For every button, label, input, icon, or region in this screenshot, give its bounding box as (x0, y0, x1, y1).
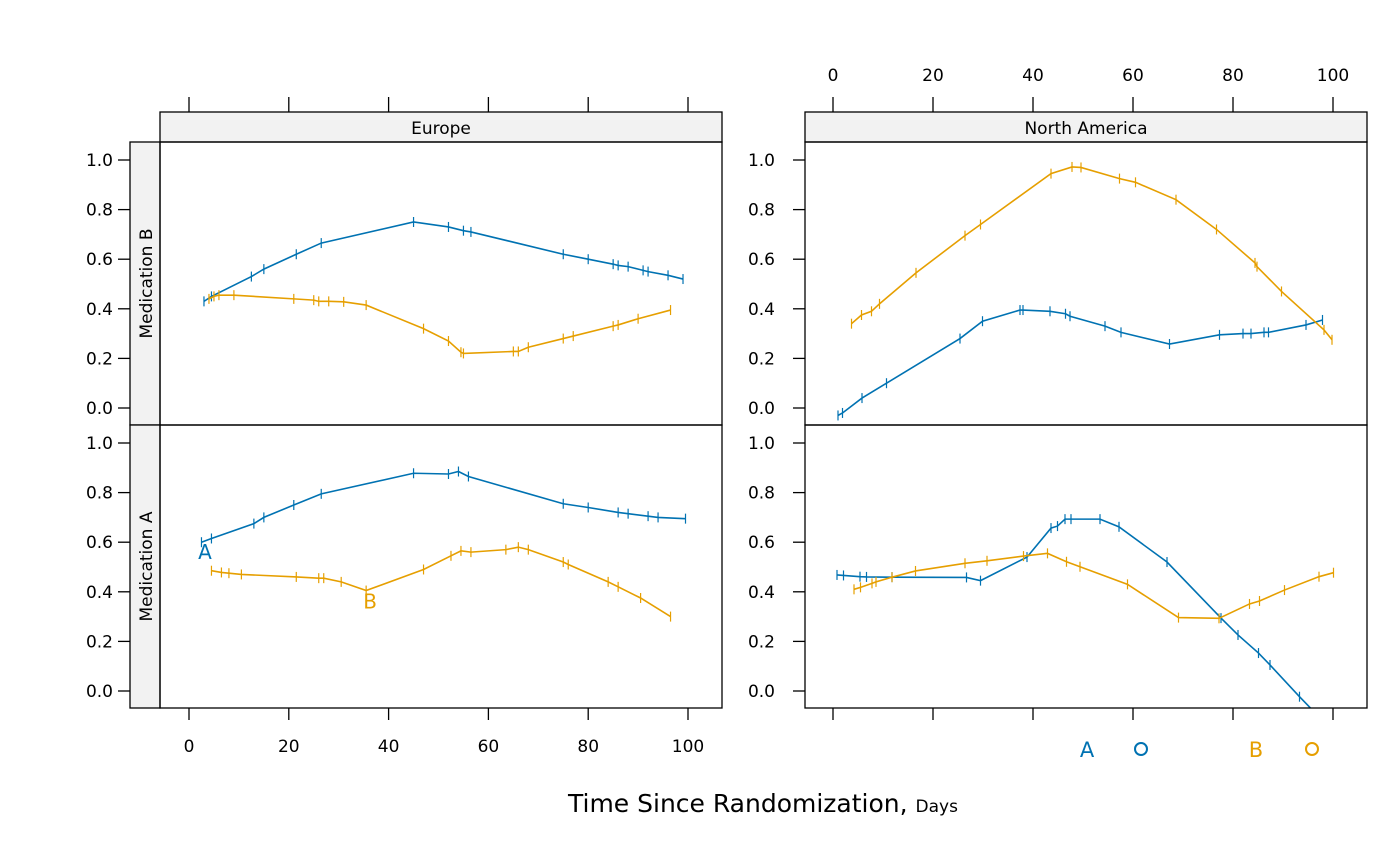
column-strip-label: Europe (411, 119, 471, 139)
legend-symbol-circle-icon (1305, 742, 1319, 756)
y-tick-label: 1.0 (748, 434, 775, 454)
panel-border (804, 424, 1368, 709)
x-tick-label-top: 20 (922, 66, 944, 86)
y-tick-label: 0.2 (748, 632, 775, 652)
series-line-A (836, 518, 1312, 708)
panel-border (804, 141, 1368, 426)
y-tick-label: 0.6 (86, 250, 113, 270)
y-tick-label: 1.0 (86, 434, 113, 454)
y-tick-label: 0.8 (748, 201, 775, 221)
x-tick-label-top: 60 (1122, 66, 1144, 86)
y-tick-label: 0.4 (748, 300, 775, 320)
y-tick-label: 0.8 (86, 484, 113, 504)
y-tick-label: 0.2 (748, 349, 775, 369)
y-tick-label: 0.6 (748, 250, 775, 270)
x-tick-label: 0 (184, 737, 195, 757)
series-line-A (837, 309, 1323, 417)
x-axis-label-unit: Days (916, 797, 959, 817)
column-strip-label: North America (1024, 119, 1147, 139)
series-label-B: B (363, 590, 377, 614)
y-tick-label: 0.0 (86, 682, 113, 702)
x-tick-label-top: 100 (1317, 66, 1349, 86)
series-label-A: A (198, 540, 212, 564)
y-tick-label: 0.0 (86, 399, 113, 419)
y-tick-label: 0.4 (86, 583, 113, 603)
y-tick-label: 0.0 (748, 682, 775, 702)
y-tick-label: 1.0 (748, 151, 775, 171)
panel-border (159, 424, 723, 709)
column-strip (159, 111, 723, 143)
panel-europe-medication-b (203, 217, 684, 359)
x-tick-label-top: 80 (1222, 66, 1244, 86)
x-axis-label-main: Time Since Randomization, (567, 789, 916, 818)
series-line-B (208, 294, 671, 355)
panel-europe-medication-a: AB (198, 466, 687, 622)
row-strip-label: Medication B (137, 228, 157, 338)
panel-north-america-medication-b (837, 161, 1333, 421)
series-line-B (853, 552, 1334, 620)
x-tick-label-top: 0 (828, 66, 839, 86)
x-axis-label: Time Since Randomization, Days (567, 789, 958, 818)
x-tick-label: 100 (672, 737, 704, 757)
y-tick-label: 0.8 (86, 201, 113, 221)
series-line-B (850, 166, 1333, 341)
y-tick-label: 0.2 (86, 632, 113, 652)
legend-symbol-circle-icon (1134, 742, 1148, 756)
x-tick-label: 60 (478, 737, 500, 757)
series-line-A (201, 470, 686, 543)
y-tick-label: 0.4 (748, 583, 775, 603)
y-tick-label: 0.8 (748, 484, 775, 504)
y-tick-label: 0.6 (86, 533, 113, 553)
x-tick-label: 20 (278, 737, 300, 757)
legend-label: B (1249, 738, 1263, 762)
row-strip-label: Medication A (137, 511, 157, 621)
series-line-B (211, 546, 671, 618)
y-tick-label: 0.0 (748, 399, 775, 419)
y-tick-label: 1.0 (86, 151, 113, 171)
y-tick-label: 0.2 (86, 349, 113, 369)
y-tick-label: 0.4 (86, 300, 113, 320)
y-tick-label: 0.6 (748, 533, 775, 553)
x-tick-label: 80 (577, 737, 599, 757)
panel-north-america-medication-a (836, 514, 1335, 708)
x-tick-label-top: 40 (1022, 66, 1044, 86)
series-line-A (203, 221, 684, 303)
panel-border (159, 141, 723, 426)
column-strip (804, 111, 1368, 143)
legend-label: A (1080, 738, 1095, 762)
x-tick-label: 40 (378, 737, 400, 757)
